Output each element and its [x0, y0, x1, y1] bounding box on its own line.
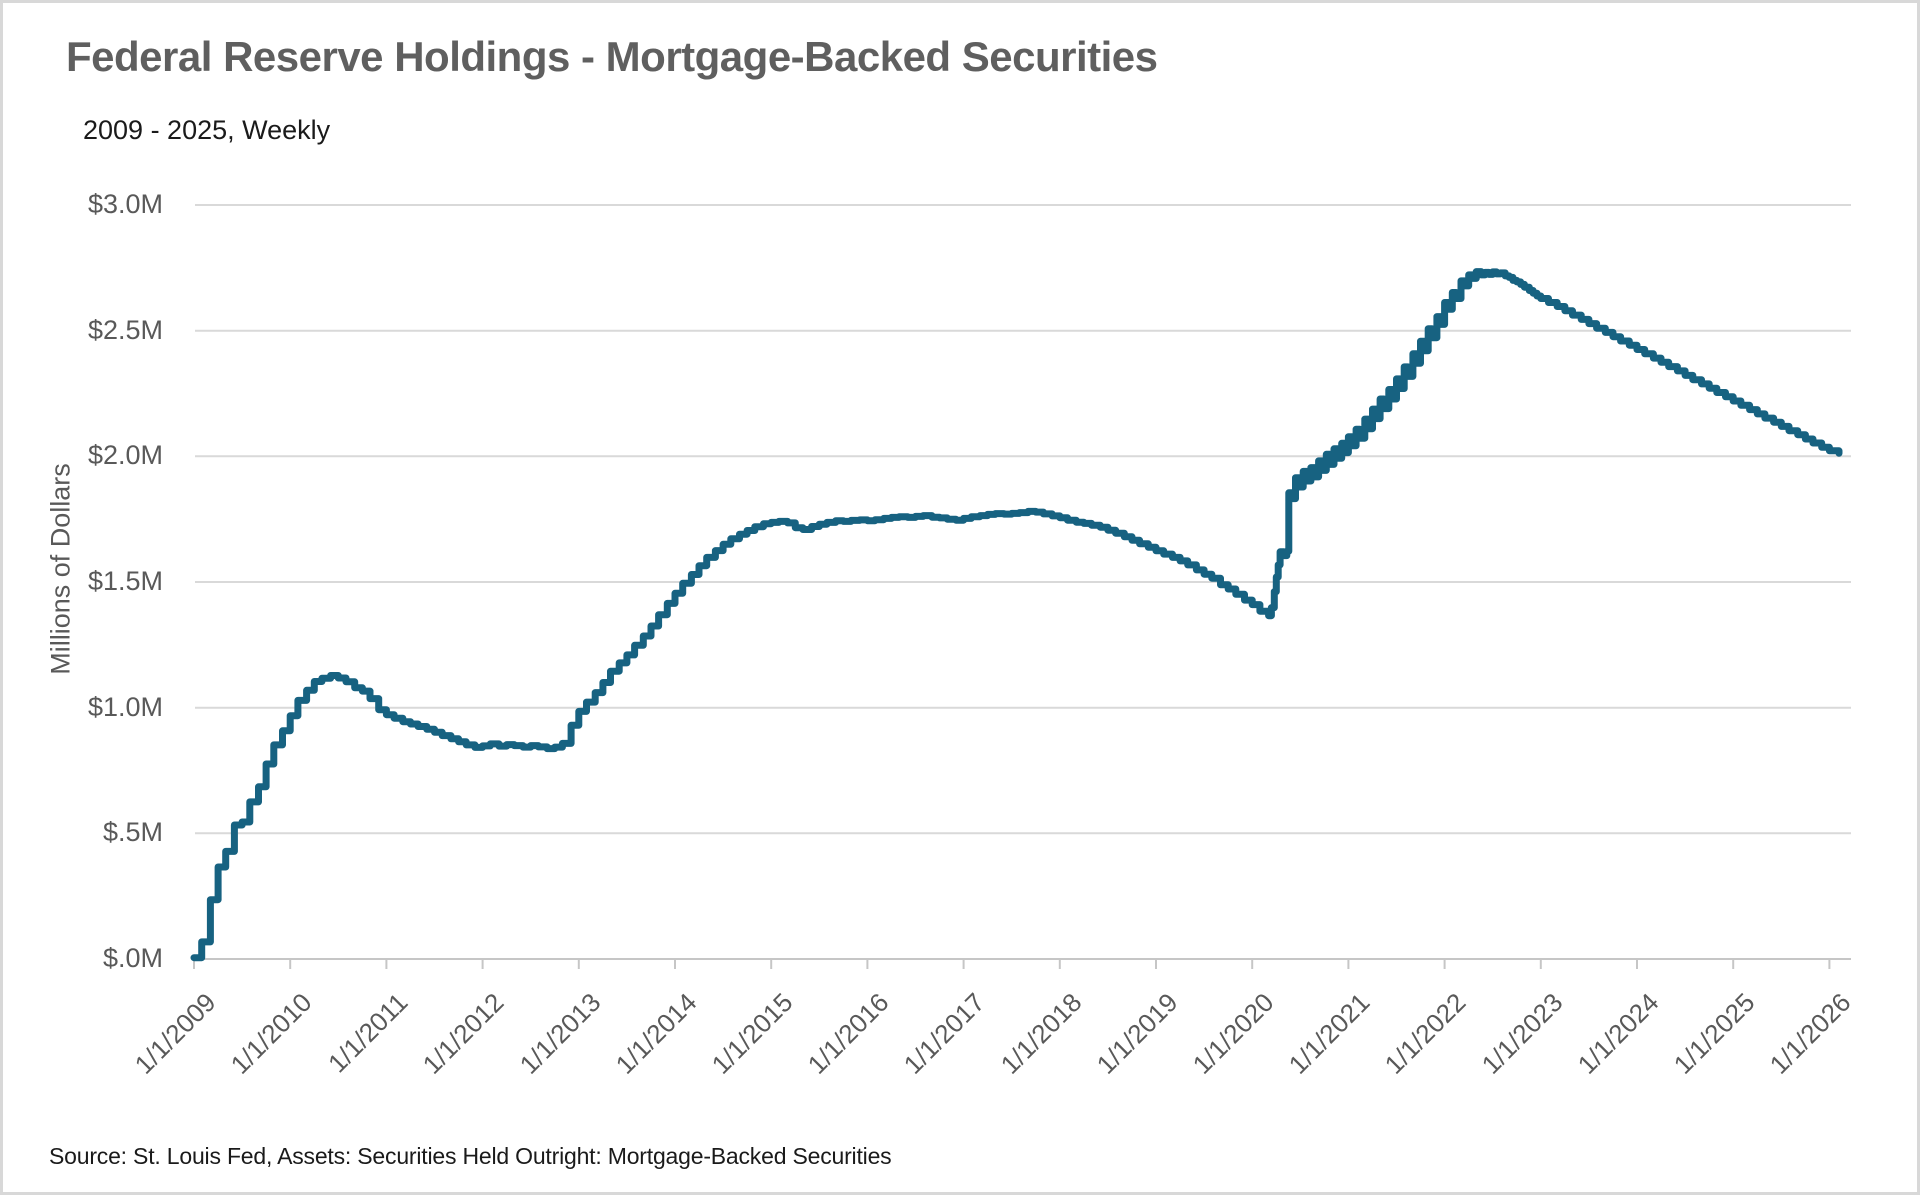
- page-title: Federal Reserve Holdings - Mortgage-Back…: [66, 33, 1158, 80]
- y-tick-label: $2.0M: [87, 440, 163, 471]
- chart-subtitle: 2009 - 2025, Weekly: [83, 115, 331, 145]
- y-tick-label: $2.5M: [87, 314, 163, 345]
- plot-area: [190, 204, 1851, 969]
- y-tick-label: $1.5M: [87, 566, 163, 596]
- data-line-mbs-holdings: [190, 268, 1843, 962]
- y-tick-label: $1.0M: [87, 691, 163, 722]
- y-tick-label: $.0M: [102, 943, 163, 973]
- source-note: Source: St. Louis Fed, Assets: Securitie…: [49, 1143, 892, 1169]
- y-tick-label: $.5M: [102, 817, 163, 848]
- y-tick-label: $3.0M: [87, 189, 163, 219]
